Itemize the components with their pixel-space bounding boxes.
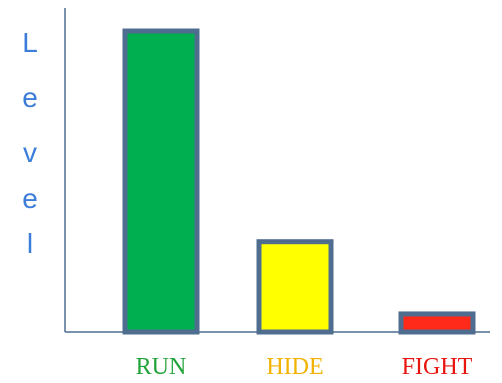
bar-run [122,28,200,335]
y-axis-label-letter: L [22,27,38,58]
bars-group [122,28,476,335]
y-axis-label-letter: v [23,137,37,168]
y-axis-label-letter: e [22,82,38,113]
y-axis-label-letter: l [27,228,33,259]
bar-fight [398,311,476,335]
y-axis-label-letter: e [22,183,38,214]
category-labels: RUN HIDE FIGHT [136,354,473,380]
category-label-hide: HIDE [266,354,323,380]
bar-hide [256,239,334,335]
category-label-fight: FIGHT [402,354,473,380]
category-label-run: RUN [136,354,187,380]
